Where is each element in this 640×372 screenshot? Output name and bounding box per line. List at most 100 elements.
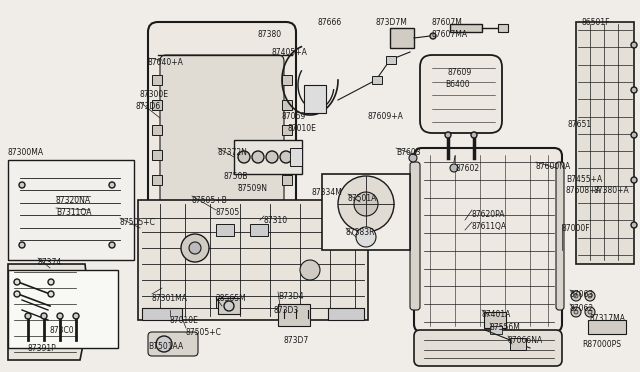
Text: 873C0: 873C0: [50, 326, 74, 335]
Circle shape: [445, 132, 451, 138]
Circle shape: [240, 267, 250, 277]
Text: 87651: 87651: [567, 120, 591, 129]
Bar: [152, 150, 162, 160]
Text: 28565M: 28565M: [216, 294, 247, 303]
Text: 87010E: 87010E: [288, 124, 317, 133]
Circle shape: [224, 301, 234, 311]
Bar: [576, 22, 634, 264]
Circle shape: [409, 154, 417, 162]
Circle shape: [221, 244, 229, 252]
Text: 87300MA: 87300MA: [8, 148, 44, 157]
Bar: [152, 200, 162, 210]
Text: B7455+A: B7455+A: [566, 175, 602, 184]
Text: 8750B: 8750B: [224, 172, 248, 181]
Text: 87640+A: 87640+A: [148, 58, 184, 67]
Bar: [152, 125, 162, 135]
FancyBboxPatch shape: [155, 310, 187, 318]
Text: B73D4: B73D4: [278, 292, 303, 301]
Bar: [498, 24, 508, 32]
Circle shape: [171, 244, 179, 252]
FancyBboxPatch shape: [160, 55, 284, 250]
Bar: [322, 174, 410, 250]
Circle shape: [238, 151, 250, 163]
Text: 87320NA: 87320NA: [56, 196, 91, 205]
Text: 87608+A: 87608+A: [566, 186, 602, 195]
Text: B7603: B7603: [396, 148, 420, 157]
Text: 87620PA: 87620PA: [472, 210, 506, 219]
Text: 87600NA: 87600NA: [536, 162, 572, 171]
Circle shape: [430, 33, 436, 39]
Text: 87391P: 87391P: [28, 344, 57, 353]
Circle shape: [181, 234, 209, 262]
Bar: [152, 175, 162, 185]
Bar: [216, 224, 234, 236]
Text: 87010E: 87010E: [170, 316, 199, 325]
Bar: [450, 24, 482, 32]
Circle shape: [260, 267, 270, 277]
FancyBboxPatch shape: [14, 167, 126, 253]
Circle shape: [48, 291, 54, 297]
Circle shape: [588, 294, 592, 298]
Circle shape: [300, 260, 320, 280]
Circle shape: [574, 310, 578, 314]
Circle shape: [631, 87, 637, 93]
Text: B7501AA: B7501AA: [148, 342, 183, 351]
Circle shape: [280, 151, 292, 163]
Bar: [282, 75, 292, 85]
Bar: [282, 175, 292, 185]
Text: 87611QA: 87611QA: [472, 222, 507, 231]
Text: 87501A: 87501A: [348, 194, 378, 203]
Circle shape: [271, 244, 279, 252]
Circle shape: [109, 182, 115, 188]
Bar: [234, 140, 302, 174]
Bar: [142, 308, 182, 320]
Text: 87069: 87069: [282, 112, 307, 121]
Text: B6400: B6400: [445, 80, 470, 89]
Text: 87602: 87602: [456, 164, 480, 173]
Circle shape: [48, 279, 54, 285]
Polygon shape: [8, 264, 90, 360]
Text: 87505: 87505: [216, 208, 240, 217]
Circle shape: [19, 182, 25, 188]
Circle shape: [574, 294, 578, 298]
Bar: [138, 200, 368, 320]
Text: 87300E: 87300E: [140, 90, 169, 99]
Bar: [8, 160, 134, 260]
Text: R87000PS: R87000PS: [582, 340, 621, 349]
Circle shape: [252, 151, 264, 163]
Bar: [8, 270, 118, 348]
FancyBboxPatch shape: [148, 22, 296, 282]
Text: 87380: 87380: [257, 30, 281, 39]
Bar: [372, 76, 382, 84]
Text: 87334M: 87334M: [312, 188, 343, 197]
Circle shape: [588, 310, 592, 314]
FancyBboxPatch shape: [420, 55, 502, 133]
FancyBboxPatch shape: [148, 332, 198, 356]
Text: 87063: 87063: [570, 290, 595, 299]
Text: 87383R: 87383R: [346, 228, 376, 237]
Text: 87301MA: 87301MA: [152, 294, 188, 303]
Circle shape: [156, 336, 172, 352]
Circle shape: [354, 192, 378, 216]
Circle shape: [631, 42, 637, 48]
Text: 873D3: 873D3: [274, 306, 300, 315]
Bar: [152, 100, 162, 110]
Circle shape: [200, 267, 210, 277]
Circle shape: [196, 244, 204, 252]
Text: 87374: 87374: [38, 258, 62, 267]
Text: B7311QA: B7311QA: [56, 208, 92, 217]
Text: 87509N: 87509N: [238, 184, 268, 193]
Bar: [218, 298, 240, 314]
Text: 87380+A: 87380+A: [594, 186, 630, 195]
Circle shape: [73, 313, 79, 319]
Bar: [278, 304, 310, 326]
Circle shape: [571, 291, 581, 301]
Text: 87401A: 87401A: [482, 310, 511, 319]
Text: 873D6: 873D6: [136, 102, 161, 111]
Circle shape: [109, 242, 115, 248]
Text: 87609+A: 87609+A: [368, 112, 404, 121]
Text: 86501F: 86501F: [582, 18, 611, 27]
Circle shape: [14, 291, 20, 297]
Bar: [386, 56, 396, 64]
Text: 87405+A: 87405+A: [272, 48, 308, 57]
